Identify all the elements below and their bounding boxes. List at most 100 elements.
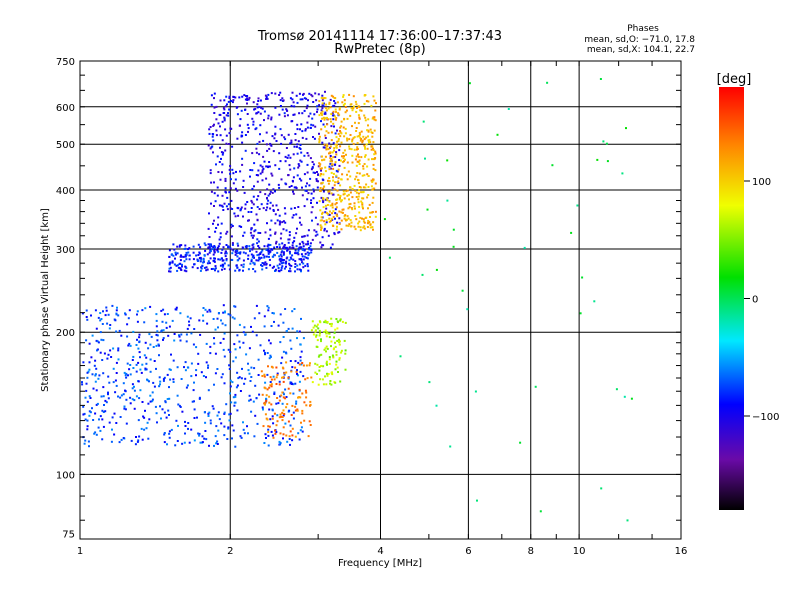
- data-point: [336, 129, 338, 132]
- data-point: [239, 346, 241, 349]
- data-point: [281, 259, 284, 262]
- data-point: [170, 253, 173, 256]
- data-point: [174, 308, 177, 311]
- data-point: [178, 245, 181, 248]
- data-point: [227, 264, 230, 267]
- data-point: [208, 411, 211, 414]
- data-point: [323, 143, 326, 146]
- data-point: [282, 414, 285, 417]
- data-point: [283, 373, 286, 376]
- data-point: [235, 386, 238, 389]
- data-point: [233, 317, 236, 320]
- data-point: [279, 221, 282, 224]
- data-point: [213, 192, 216, 195]
- data-point: [159, 383, 161, 386]
- data-point: [213, 260, 216, 263]
- x-tick-label: 1: [77, 546, 83, 557]
- data-point: [180, 254, 182, 257]
- data-point: [301, 255, 304, 258]
- data-point: [278, 255, 281, 258]
- data-point: [291, 366, 294, 369]
- data-point: [274, 268, 277, 271]
- data-point: [242, 341, 245, 344]
- data-point: [268, 401, 271, 404]
- data-point: [151, 398, 154, 401]
- data-point: [294, 260, 297, 263]
- data-point: [300, 151, 303, 154]
- data-point: [241, 141, 244, 144]
- data-point: [170, 353, 172, 356]
- data-point: [238, 257, 241, 260]
- data-point: [295, 145, 298, 148]
- data-point: [234, 305, 237, 308]
- data-point: [284, 422, 287, 425]
- data-point: [268, 425, 271, 428]
- data-point: [317, 355, 320, 358]
- data-point: [86, 428, 89, 431]
- data-point: [265, 96, 268, 98]
- data-point: [332, 215, 335, 218]
- data-point: [295, 94, 298, 97]
- data-point: [229, 379, 232, 382]
- data-point: [300, 350, 303, 353]
- data-point: [299, 370, 302, 373]
- data-point: [292, 214, 295, 217]
- data-point: [322, 190, 325, 193]
- data-point: [304, 264, 307, 267]
- data-point: [168, 270, 170, 273]
- data-point: [213, 112, 216, 114]
- data-point: [221, 268, 223, 271]
- data-point: [332, 142, 335, 145]
- data-point: [234, 445, 237, 448]
- data-point: [99, 415, 102, 418]
- data-point: [354, 228, 357, 231]
- data-point: [314, 330, 317, 333]
- data-point: [288, 164, 291, 167]
- data-point: [204, 421, 207, 424]
- data-point: [97, 316, 100, 319]
- data-point: [88, 395, 91, 398]
- data-point: [301, 98, 304, 101]
- data-point: [228, 95, 231, 98]
- data-point: [263, 315, 266, 318]
- data-point: [331, 151, 334, 154]
- data-point: [252, 101, 255, 104]
- data-point: [305, 97, 308, 100]
- data-point: [372, 221, 375, 224]
- data-point: [328, 356, 331, 359]
- data-point: [325, 345, 328, 348]
- data-point: [333, 100, 336, 102]
- data-point: [168, 256, 171, 258]
- data-point: [312, 326, 315, 329]
- data-point: [356, 135, 359, 138]
- data-point: [131, 387, 134, 390]
- data-point: [289, 360, 292, 362]
- data-point: [288, 264, 291, 267]
- data-point: [153, 360, 156, 362]
- data-point: [367, 207, 369, 210]
- data-point: [269, 228, 272, 231]
- data-point: [161, 320, 164, 323]
- data-point: [312, 124, 315, 127]
- data-point: [298, 363, 301, 366]
- data-point: [334, 381, 337, 384]
- data-point: [221, 194, 224, 197]
- data-point: [570, 231, 573, 234]
- data-point: [298, 438, 301, 441]
- data-point: [254, 229, 257, 232]
- data-point: [306, 265, 309, 268]
- data-point: [320, 340, 322, 343]
- data-point: [368, 141, 370, 144]
- data-point: [82, 361, 85, 364]
- data-point: [122, 437, 125, 439]
- data-point: [316, 363, 319, 366]
- data-point: [310, 249, 313, 251]
- data-point: [296, 337, 298, 340]
- data-point: [327, 190, 330, 193]
- data-point: [250, 211, 253, 213]
- data-point: [168, 432, 171, 435]
- data-point: [200, 266, 203, 269]
- data-point: [312, 171, 315, 174]
- data-point: [311, 381, 314, 384]
- data-point: [260, 264, 262, 267]
